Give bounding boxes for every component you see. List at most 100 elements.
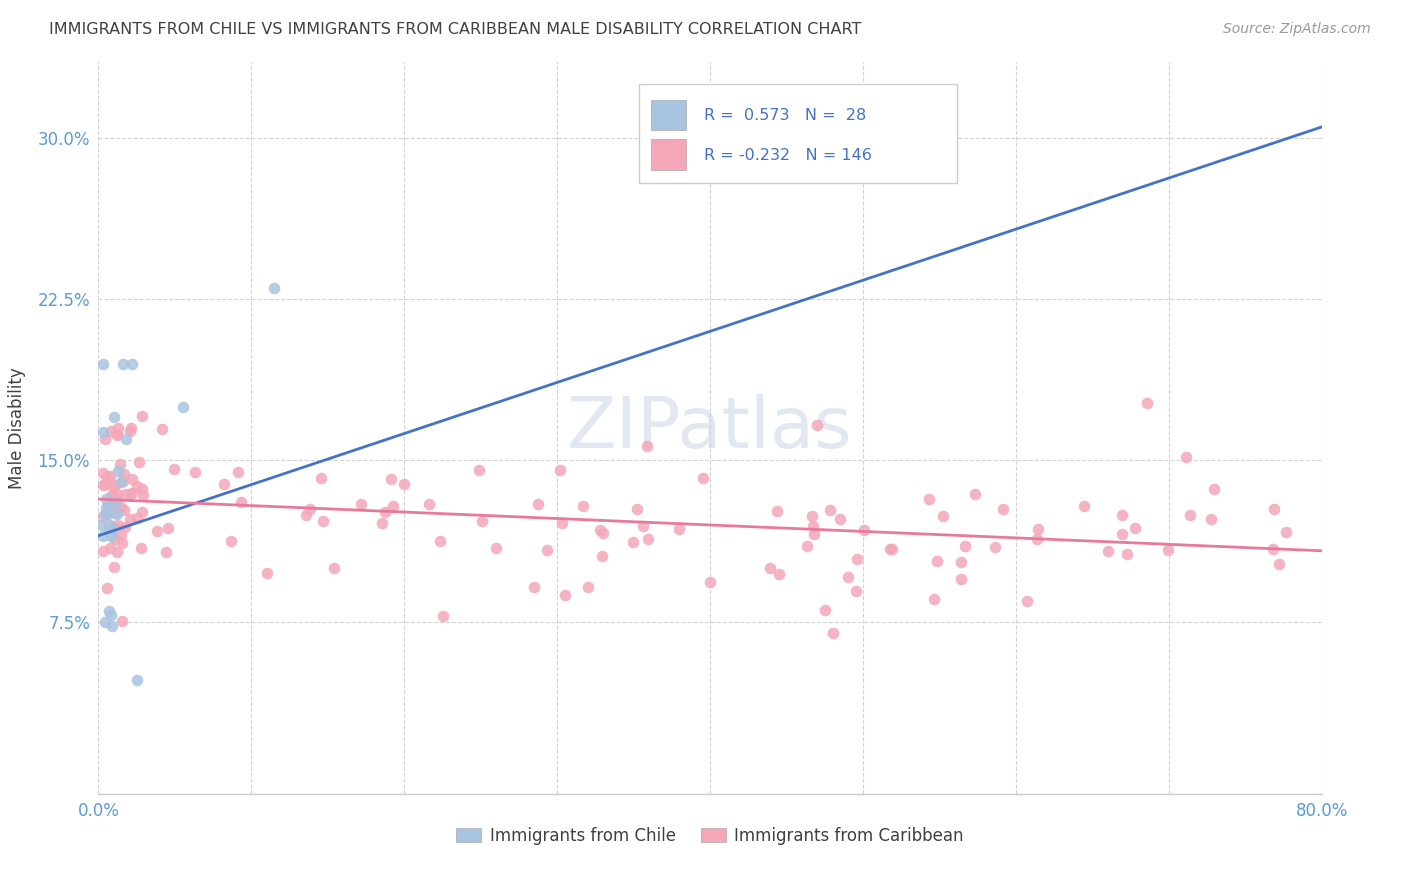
- Point: [91, 529, 114, 543]
- Point: [374, 504, 396, 518]
- Point: [101, 518, 124, 533]
- Point: [97, 496, 120, 510]
- Point: [121, 472, 143, 486]
- Point: [97, 496, 120, 510]
- Point: [131, 505, 153, 519]
- Point: [112, 474, 135, 488]
- Point: [100, 489, 122, 503]
- Point: [380, 472, 402, 486]
- Bar: [651, 100, 686, 130]
- Point: [91, 357, 114, 371]
- Point: [131, 482, 153, 496]
- Point: [879, 542, 901, 557]
- Point: [993, 502, 1015, 516]
- Point: [94, 433, 117, 447]
- Point: [90, 518, 112, 533]
- Point: [100, 501, 122, 516]
- Point: [96, 582, 118, 596]
- Point: [1202, 482, 1225, 496]
- Point: [1263, 502, 1285, 516]
- Point: [1115, 547, 1137, 561]
- Point: [110, 528, 132, 542]
- Point: [576, 580, 599, 594]
- Bar: [651, 139, 686, 170]
- Point: [1199, 511, 1222, 525]
- Point: [548, 463, 571, 477]
- Point: [91, 477, 114, 491]
- Point: [107, 421, 129, 435]
- Point: [212, 476, 235, 491]
- Point: [150, 422, 173, 436]
- Point: [527, 497, 550, 511]
- Point: [984, 541, 1007, 555]
- Point: [572, 499, 595, 513]
- Point: [800, 509, 823, 524]
- Point: [110, 500, 132, 514]
- Point: [104, 496, 127, 510]
- Point: [467, 463, 489, 477]
- Point: [221, 533, 243, 548]
- Point: [591, 549, 613, 564]
- Point: [112, 467, 135, 481]
- Text: R =  0.573   N =  28: R = 0.573 N = 28: [704, 108, 866, 122]
- Point: [1275, 524, 1298, 539]
- Point: [93, 507, 115, 521]
- Legend: Immigrants from Chile, Immigrants from Caribbean: Immigrants from Chile, Immigrants from C…: [450, 820, 970, 851]
- Point: [1263, 542, 1285, 557]
- Point: [110, 457, 132, 471]
- Point: [96, 470, 118, 484]
- Point: [97, 507, 120, 521]
- Point: [382, 499, 405, 513]
- Point: [801, 519, 824, 533]
- Point: [1178, 508, 1201, 523]
- Point: [699, 575, 721, 590]
- Point: [950, 555, 973, 569]
- Point: [1136, 396, 1159, 410]
- Point: [551, 516, 574, 530]
- Point: [1111, 508, 1133, 522]
- Point: [626, 501, 648, 516]
- Point: [1026, 522, 1049, 536]
- Point: [127, 478, 149, 492]
- Point: [470, 514, 492, 528]
- Point: [323, 560, 346, 574]
- Point: [111, 614, 134, 628]
- Point: [104, 477, 127, 491]
- Point: [1017, 594, 1039, 608]
- Point: [263, 281, 285, 295]
- Point: [880, 541, 903, 556]
- Point: [155, 544, 177, 558]
- Point: [852, 523, 875, 537]
- Point: [927, 553, 949, 567]
- Point: [114, 486, 136, 500]
- Point: [823, 625, 845, 640]
- Point: [759, 561, 782, 575]
- Point: [631, 519, 654, 533]
- Point: [837, 570, 859, 584]
- Point: [93, 615, 115, 629]
- Point: [103, 559, 125, 574]
- Point: [107, 518, 129, 533]
- Point: [98, 604, 121, 618]
- Point: [128, 455, 150, 469]
- Point: [953, 539, 976, 553]
- Point: [98, 541, 121, 555]
- Point: [932, 509, 955, 524]
- Point: [105, 427, 128, 442]
- Point: [94, 492, 117, 507]
- Point: [104, 532, 127, 546]
- Point: [554, 588, 576, 602]
- Point: [105, 426, 128, 441]
- Point: [101, 522, 124, 536]
- Point: [121, 485, 143, 500]
- Point: [768, 566, 790, 581]
- Point: [105, 506, 128, 520]
- Point: [91, 544, 114, 558]
- Point: [115, 432, 138, 446]
- Point: [112, 503, 135, 517]
- Point: [1073, 499, 1095, 513]
- Point: [429, 534, 451, 549]
- Point: [91, 425, 114, 440]
- Point: [589, 523, 612, 537]
- Y-axis label: Male Disability: Male Disability: [8, 368, 27, 489]
